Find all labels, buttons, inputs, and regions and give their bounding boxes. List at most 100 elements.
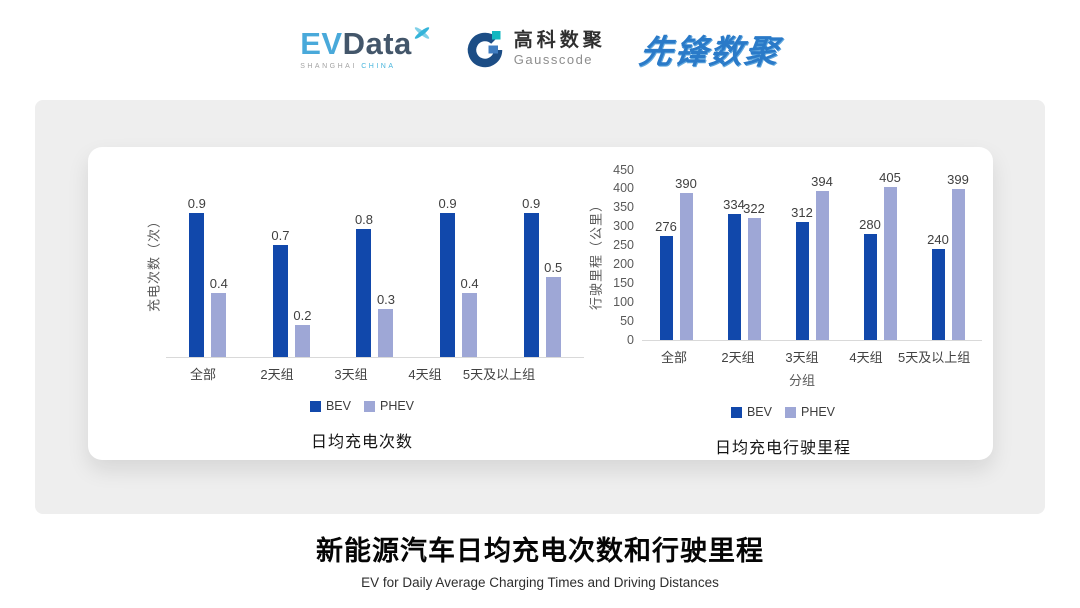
xianfeng-shuju-logo: 先锋数聚 (636, 33, 783, 70)
bar-bev (863, 234, 877, 340)
bar-value-label: 0.9 (187, 196, 206, 211)
bar-bev (440, 213, 456, 357)
legend: BEV PHEV (140, 399, 584, 413)
bar-value-label: 0.3 (376, 292, 396, 307)
legend-name: PHEV (379, 399, 415, 413)
bar-value-label: 240 (927, 232, 949, 248)
x-category-label: 2天组 (260, 367, 294, 382)
bar-value-label: 280 (859, 217, 881, 233)
bar-phev (815, 191, 829, 340)
bar-value-label: 0.8 (354, 212, 374, 227)
x-category-label: 4天组 (849, 350, 883, 365)
x-category-label: 全部 (189, 367, 216, 382)
legend-name: PHEV (800, 405, 836, 419)
x-category-labels: 全部 2天组 3天组 4天组 5天及以上组 (166, 364, 536, 383)
gausscode-wordmark: 高科数聚 Gausscode (513, 29, 606, 67)
bar-value-label: 405 (879, 170, 901, 185)
y-tick-label: 0 (627, 332, 634, 347)
bar-value-label: 0.4 (209, 276, 228, 291)
barwrap-phev: 0.4 (210, 277, 228, 357)
bar-group-5天及以上组: 0.9 0.5 (505, 197, 579, 357)
legend-item-bev: BEV (730, 405, 772, 419)
bar-group-全部: 276 390 (644, 177, 708, 340)
evdata-shanghai-text: SHANGHAI (300, 63, 357, 70)
bar-group-4天组: 280 405 (848, 171, 912, 340)
bar-bev (356, 229, 372, 357)
charts-card: 充电次数（次） 0.9 0.4 0.7 0.2 0.8 0.3 0.9 0.4 0.9 0.5 全部 2… (88, 147, 993, 460)
plot-row: 充电次数（次） 0.9 0.4 0.7 0.2 0.8 0.3 0.9 0.4 0.9 0.5 (140, 167, 584, 358)
barwrap-phev: 0.5 (544, 261, 562, 357)
footer: 新能源汽车日均充电次数和行驶里程 EV for Daily Average Ch… (0, 529, 1080, 590)
bar-phev (545, 277, 561, 357)
legend: BEV PHEV (584, 405, 982, 419)
legend-swatch-bev (309, 400, 321, 412)
barwrap-bev: 280 (859, 218, 881, 340)
bar-bev (189, 213, 205, 357)
y-axis-label: 行驶里程（公里） (584, 167, 606, 341)
x-category-label: 2天组 (721, 350, 755, 365)
bar-bev (523, 213, 539, 357)
bar-value-label: 0.9 (438, 196, 457, 211)
bar-group-3天组: 312 394 (780, 175, 844, 340)
chart-title: 日均充电次数 (310, 434, 413, 451)
chart-title: 日均充电行驶里程 (714, 440, 851, 457)
y-axis-ticks: 0 50 100 150 200 250 300 350 400 450 (606, 163, 642, 345)
bar-value-label: 390 (675, 175, 697, 191)
logo-header: EV Data SHANGHAI CHINA 高科数聚 Gausscode 先锋数… (0, 18, 1080, 80)
barwrap-bev: 0.9 (522, 197, 540, 357)
x-category-label: 3天组 (785, 350, 819, 365)
x-category-label: 3天组 (334, 367, 368, 382)
bar-value-label: 394 (811, 174, 833, 190)
y-axis-label-text: 充电次数（次） (146, 213, 162, 312)
barwrap-bev: 0.9 (188, 197, 206, 357)
evdata-logo: EV Data SHANGHAI CHINA (300, 26, 431, 70)
barwrap-phev: 390 (675, 177, 697, 340)
y-tick-label: 150 (613, 275, 634, 290)
legend-name: BEV (746, 405, 772, 419)
bar-value-label: 0.7 (271, 228, 290, 243)
legend-item-phev: PHEV (784, 405, 836, 419)
bar-bev (727, 213, 741, 340)
barwrap-bev: 276 (655, 220, 677, 340)
barwrap-bev: 240 (927, 233, 949, 340)
y-tick-label: 200 (613, 256, 634, 271)
y-tick-label: 350 (613, 200, 634, 215)
legend-swatch-phev (363, 400, 375, 412)
gausscode-logo: 高科数聚 Gausscode (465, 29, 606, 69)
bar-phev (951, 189, 965, 340)
evdata-ev-text: EV (300, 26, 343, 61)
bar-value-label: 334 (723, 196, 745, 212)
evdata-subtext: SHANGHAI CHINA (300, 63, 395, 70)
x-category-label: 5天及以上组 (898, 350, 971, 365)
y-tick-label: 250 (613, 238, 634, 253)
plot-area: 276 390 334 322 312 394 280 405 240 399 (642, 167, 982, 341)
evdata-china-text: CHINA (361, 63, 396, 70)
legend-item-phev: PHEV (363, 399, 415, 413)
bar-group-2天组: 334 322 (712, 198, 776, 340)
barwrap-phev: 0.2 (293, 309, 311, 357)
gausscode-g-icon (467, 31, 503, 68)
bar-group-全部: 0.9 0.4 (171, 197, 245, 357)
bar-value-label: 0.4 (460, 276, 479, 291)
bar-phev (462, 293, 478, 357)
barwrap-bev: 312 (791, 206, 813, 340)
y-tick-label: 50 (620, 313, 634, 328)
gausscode-cn-text: 高科数聚 (513, 29, 606, 51)
bar-value-label: 399 (947, 172, 969, 188)
bar-value-label: 0.5 (544, 260, 563, 275)
bar-value-label: 322 (743, 201, 765, 217)
chart-daily-driving-distance: 行驶里程（公里） 0 50 100 150 200 250 300 350 400 450 276 39… (584, 163, 982, 460)
plot-area: 0.9 0.4 0.7 0.2 0.8 0.3 0.9 0.4 0.9 0.5 (166, 167, 584, 358)
barwrap-phev: 399 (947, 173, 969, 340)
legend-swatch-bev (730, 406, 742, 418)
y-tick-label: 100 (613, 294, 634, 309)
bar-bev (931, 249, 945, 340)
x-category-labels: 全部 2天组 3天组 4天组 5天及以上组 (642, 347, 971, 366)
x-category-label: 4天组 (408, 367, 442, 382)
y-tick-label: 300 (613, 219, 634, 234)
legend-item-bev: BEV (309, 399, 351, 413)
page-title: 新能源汽车日均充电次数和行驶里程 (316, 536, 764, 566)
bar-phev (747, 218, 761, 340)
bar-group-4天组: 0.9 0.4 (422, 197, 496, 357)
bar-phev (294, 325, 310, 357)
